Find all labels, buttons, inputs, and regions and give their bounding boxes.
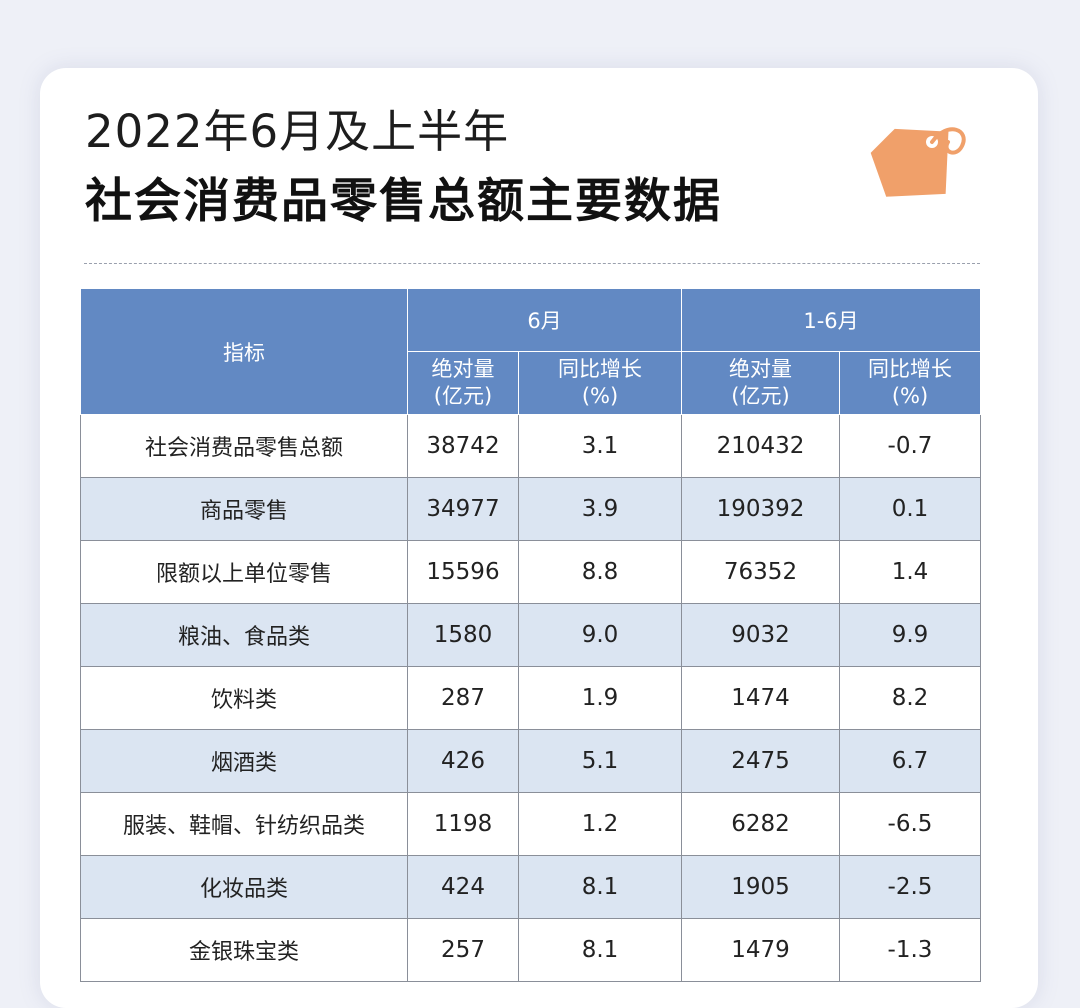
table-row: 服装、鞋帽、针纺织品类 1198 1.2 6282 -6.5: [80, 792, 981, 856]
table-cell: 257: [407, 918, 519, 982]
table-row: 限额以上单位零售 15596 8.8 76352 1.4: [80, 540, 981, 604]
dashed-divider: [84, 263, 980, 264]
sub-header: 同比增长 (%): [839, 351, 981, 415]
row-label: 社会消费品零售总额: [80, 414, 408, 478]
title-line-1: 2022年6月及上半年: [85, 105, 510, 158]
table-row: 社会消费品零售总额 38742 3.1 210432 -0.7: [80, 414, 981, 478]
table-cell: 8.1: [518, 855, 682, 919]
table-cell: -0.7: [839, 414, 981, 478]
table-row: 粮油、食品类 1580 9.0 9032 9.9: [80, 603, 981, 667]
row-label: 饮料类: [80, 666, 408, 730]
table-cell: -2.5: [839, 855, 981, 919]
table-cell: 2475: [681, 729, 840, 793]
table-cell: 76352: [681, 540, 840, 604]
table-cell: 8.2: [839, 666, 981, 730]
table-cell: 1474: [681, 666, 840, 730]
table-cell: 1.2: [518, 792, 682, 856]
sub-header: 绝对量 (亿元): [407, 351, 519, 415]
group-header-june: 6月: [407, 288, 682, 352]
page-title: 社会消费品零售总额主要数据: [85, 174, 722, 229]
table-cell: 1.4: [839, 540, 981, 604]
table-cell: 34977: [407, 477, 519, 541]
table-cell: 210432: [681, 414, 840, 478]
table-cell: 1.9: [518, 666, 682, 730]
table-cell: 6282: [681, 792, 840, 856]
sales-data-table: 指标 6月 1-6月 绝对量 (亿元) 同比增长 (%) 绝对量 (亿元) 同比增长(…: [80, 288, 981, 982]
table-cell: 8.8: [518, 540, 682, 604]
group-header-jan-jun: 1-6月: [681, 288, 981, 352]
table-cell: 5.1: [518, 729, 682, 793]
table-cell: 1580: [407, 603, 519, 667]
table-cell: 8.1: [518, 918, 682, 982]
table-cell: 15596: [407, 540, 519, 604]
table-cell: 9.0: [518, 603, 682, 667]
table-row: 化妆品类 424 8.1 1905 -2.5: [80, 855, 981, 919]
table-cell: 38742: [407, 414, 519, 478]
table-cell: -6.5: [839, 792, 981, 856]
table-cell: 3.1: [518, 414, 682, 478]
table-row: 饮料类 287 1.9 1474 8.2: [80, 666, 981, 730]
table-row: 金银珠宝类 257 8.1 1479 -1.3: [80, 918, 981, 982]
row-label: 商品零售: [80, 477, 408, 541]
sub-header: 同比增长 (%): [518, 351, 682, 415]
table-row: 烟酒类 426 5.1 2475 6.7: [80, 729, 981, 793]
table-cell: -1.3: [839, 918, 981, 982]
indicator-header: 指标: [80, 288, 408, 415]
row-label: 金银珠宝类: [80, 918, 408, 982]
table-cell: 426: [407, 729, 519, 793]
table-cell: 0.1: [839, 477, 981, 541]
row-label: 粮油、食品类: [80, 603, 408, 667]
table-cell: 9.9: [839, 603, 981, 667]
table-cell: 3.9: [518, 477, 682, 541]
row-label: 烟酒类: [80, 729, 408, 793]
table-cell: 424: [407, 855, 519, 919]
table-cell: 190392: [681, 477, 840, 541]
row-label: 限额以上单位零售: [80, 540, 408, 604]
table-cell: 1905: [681, 855, 840, 919]
table-cell: 1198: [407, 792, 519, 856]
table-cell: 9032: [681, 603, 840, 667]
price-tag-icon: [870, 127, 966, 197]
table-cell: 6.7: [839, 729, 981, 793]
row-label: 服装、鞋帽、针纺织品类: [80, 792, 408, 856]
table-row: 商品零售 34977 3.9 190392 0.1: [80, 477, 981, 541]
row-label: 化妆品类: [80, 855, 408, 919]
table-cell: 1479: [681, 918, 840, 982]
sub-header: 绝对量 (亿元): [681, 351, 840, 415]
table-cell: 287: [407, 666, 519, 730]
